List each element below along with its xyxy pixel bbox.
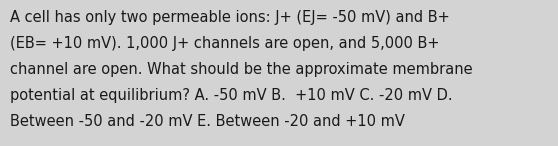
Text: channel are open. What should be the approximate membrane: channel are open. What should be the app… [10, 62, 473, 77]
Text: (EB= +10 mV). 1,000 J+ channels are open, and 5,000 B+: (EB= +10 mV). 1,000 J+ channels are open… [10, 36, 440, 51]
Text: Between -50 and -20 mV E. Between -20 and +10 mV: Between -50 and -20 mV E. Between -20 an… [10, 114, 405, 129]
Text: potential at equilibrium? A. -50 mV B.  +10 mV C. -20 mV D.: potential at equilibrium? A. -50 mV B. +… [10, 88, 453, 103]
Text: A cell has only two permeable ions: J+ (EJ= -50 mV) and B+: A cell has only two permeable ions: J+ (… [10, 10, 450, 25]
